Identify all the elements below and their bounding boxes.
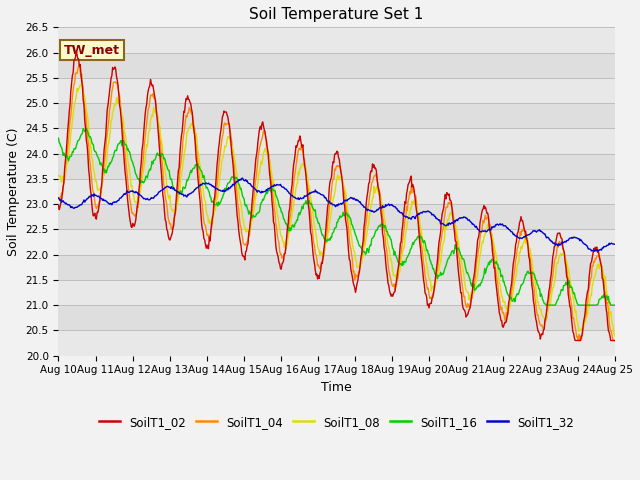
Bar: [58, 305, 614, 330]
Bar: [58, 330, 614, 356]
Bar: [58, 204, 614, 229]
Bar: [58, 78, 614, 103]
Text: TW_met: TW_met: [64, 44, 120, 57]
Bar: [58, 52, 614, 78]
Bar: [58, 229, 614, 254]
Bar: [58, 128, 614, 154]
Bar: [58, 154, 614, 179]
Bar: [58, 280, 614, 305]
Bar: [58, 254, 614, 280]
Title: Soil Temperature Set 1: Soil Temperature Set 1: [250, 7, 424, 22]
Bar: [58, 27, 614, 52]
X-axis label: Time: Time: [321, 381, 352, 394]
Y-axis label: Soil Temperature (C): Soil Temperature (C): [7, 127, 20, 256]
Bar: [58, 103, 614, 128]
Bar: [58, 179, 614, 204]
Legend: SoilT1_02, SoilT1_04, SoilT1_08, SoilT1_16, SoilT1_32: SoilT1_02, SoilT1_04, SoilT1_08, SoilT1_…: [94, 411, 579, 433]
